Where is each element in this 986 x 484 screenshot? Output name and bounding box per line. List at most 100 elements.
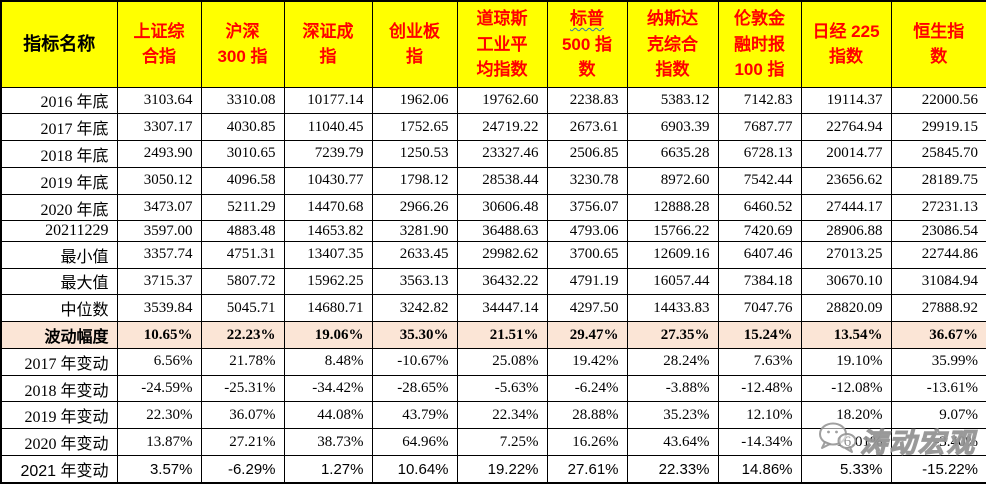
table-cell: 12.10% [717,401,802,430]
column-header: 道琼斯 工业平 均指数 [456,0,548,88]
table-cell: 15.24% [717,321,802,349]
table-cell: -25.31% [200,374,285,403]
row-label: 波动幅度 [0,321,118,349]
table-cell: -15.22% [890,455,986,484]
row-label: 2017 年变动 [0,347,118,376]
table-cell: 7687.77 [717,113,802,142]
table-cell: 2506.85 [546,140,628,168]
table-cell: 36432.22 [456,267,548,296]
table-cell: 23327.46 [456,140,548,168]
table-cell: 4793.06 [546,220,628,242]
table-cell: 3.57% [116,455,202,484]
table-cell: 29982.62 [456,240,548,269]
table-cell: 3357.74 [116,240,202,269]
row-label: 2019 年底 [0,166,118,195]
table-cell: 7.25% [456,428,548,457]
table-cell: 19762.60 [456,86,548,115]
table-row: 2018 年底 2493.90 3010.65 7239.79 1250.53 23327… [0,140,986,168]
table-cell: 1250.53 [371,140,458,168]
table-cell: 28906.88 [800,220,892,242]
row-label: 2020 年底 [0,193,118,222]
table-cell: 14680.71 [283,294,373,323]
table-cell: 19.10% [800,347,892,376]
table-cell: 16.01% [800,428,892,457]
table-cell: 5211.29 [200,193,285,222]
table-cell: 10430.77 [283,166,373,195]
table-cell: 3010.65 [200,140,285,168]
table-cell: 25.08% [456,347,548,376]
table-cell: 34447.14 [456,294,548,323]
table-cell: 15962.25 [283,267,373,296]
table-cell: 9.07% [890,401,986,430]
table-cell: 7384.18 [717,267,802,296]
table-cell: 1752.65 [371,113,458,142]
column-header: 伦敦金 融时报 100 指 [717,0,802,88]
table-cell: 7420.69 [717,220,802,242]
table-cell: 13.87% [116,428,202,457]
table-row: 2018 年变动 -24.59% -25.31% -34.42% -28.65% -5.6… [0,374,986,403]
table-body: 2016 年底 3103.64 3310.08 10177.14 1962.06 1976… [0,86,986,484]
table-cell: 4030.85 [200,113,285,142]
table-row: 最大值 3715.37 5807.72 15962.25 3563.13 36432.22… [0,267,986,296]
row-label: 2019 年变动 [0,401,118,430]
table-row: 2021 年变动 3.57% -6.29% 1.27% 10.64% 19.22% 27.6… [0,455,986,484]
table-cell: 3715.37 [116,267,202,296]
table-cell: 27231.13 [890,193,986,222]
table-cell: 36.67% [890,321,986,349]
table-cell: 10.64% [371,455,458,484]
table-cell: -14.34% [717,428,802,457]
table-cell: 28.24% [626,347,719,376]
table-cell: 4751.31 [200,240,285,269]
table-cell: 27444.17 [800,193,892,222]
table-cell: 25845.70 [890,140,986,168]
row-label: 2021 年变动 [0,455,118,484]
table-cell: 7542.44 [717,166,802,195]
column-header: 深证成 指 [283,0,373,88]
table-cell: 35.23% [626,401,719,430]
table-cell: 6635.28 [626,140,719,168]
table-cell: 22.33% [626,455,719,484]
table-cell: 15766.22 [626,220,719,242]
table-cell: 21.78% [200,347,285,376]
column-header: 恒生指 数 [890,0,986,88]
row-label: 2016 年底 [0,86,118,115]
table-cell: 22.34% [456,401,548,430]
row-label: 2018 年变动 [0,374,118,403]
table-cell: 5807.72 [200,267,285,296]
table-cell: 10177.14 [283,86,373,115]
table-cell: 38.73% [283,428,373,457]
table-cell: 14433.83 [626,294,719,323]
table-cell: 11040.45 [283,113,373,142]
table-cell: 13.54% [800,321,892,349]
table-cell: 20014.77 [800,140,892,168]
table-cell: 43.64% [626,428,719,457]
table-row: 2020 年变动 13.87% 27.21% 38.73% 64.96% 7.25% 16.… [0,428,986,457]
table-row: 2016 年底 3103.64 3310.08 10177.14 1962.06 1976… [0,86,986,115]
table-cell: 2633.45 [371,240,458,269]
table-cell: 3242.82 [371,294,458,323]
table-cell: 22.23% [200,321,285,349]
table-cell: 30670.10 [800,267,892,296]
table-cell: 3700.65 [546,240,628,269]
table-cell: 10.65% [116,321,202,349]
table-cell: 6728.13 [717,140,802,168]
spellcheck-squiggle-text: 标普 [570,9,604,28]
column-header: 上证综 合指 [116,0,202,88]
table-cell: 22000.56 [890,86,986,115]
table-cell: 1962.06 [371,86,458,115]
table-cell: 43.79% [371,401,458,430]
table-cell: 5045.71 [200,294,285,323]
table-cell: 3597.00 [116,220,202,242]
table-cell: 7142.83 [717,86,802,115]
table-cell: 31084.94 [890,267,986,296]
table-cell: 12888.28 [626,193,719,222]
table-cell: 3310.08 [200,86,285,115]
table-row: 20211229 3597.00 4883.48 14653.82 3281.90 364… [0,220,986,242]
table-cell: 27.35% [626,321,719,349]
table-cell: 16057.44 [626,267,719,296]
table-cell: 4883.48 [200,220,285,242]
table-cell: -5.63% [456,374,548,403]
table-cell: 5383.12 [626,86,719,115]
table-cell: 3539.84 [116,294,202,323]
